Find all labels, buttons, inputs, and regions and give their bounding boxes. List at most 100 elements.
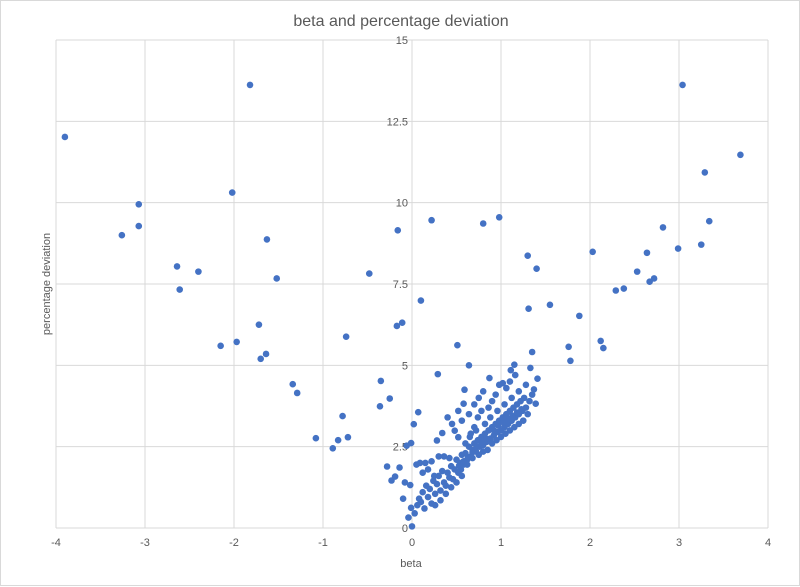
- data-point: [246, 81, 254, 89]
- data-point: [464, 453, 472, 461]
- data-point: [454, 407, 462, 415]
- y-tick-label: 12.5: [387, 116, 408, 128]
- y-axis-label: percentage deviation: [41, 233, 53, 335]
- data-point: [508, 394, 515, 402]
- data-point: [600, 344, 607, 352]
- data-point: [410, 420, 418, 428]
- data-point: [528, 391, 536, 398]
- data-point: [527, 364, 534, 372]
- data-point: [433, 437, 441, 444]
- data-point: [411, 510, 418, 517]
- data-point: [398, 319, 406, 327]
- data-point: [428, 458, 435, 465]
- y-tick-label: 5: [402, 360, 408, 372]
- data-point: [737, 151, 744, 159]
- data-point: [453, 479, 460, 486]
- data-point: [255, 321, 263, 328]
- data-point: [421, 505, 428, 512]
- data-point: [701, 169, 709, 176]
- data-point: [334, 436, 342, 444]
- data-point: [612, 287, 620, 294]
- gridlines: [55, 39, 769, 529]
- data-point: [589, 248, 596, 256]
- data-point: [481, 420, 489, 428]
- x-tick-label: 0: [409, 537, 415, 549]
- data-point: [495, 422, 502, 429]
- data-point: [388, 477, 395, 484]
- data-point: [446, 454, 453, 462]
- data-point: [462, 440, 469, 447]
- data-point: [454, 433, 462, 441]
- data-point: [479, 220, 487, 227]
- data-point: [499, 379, 507, 387]
- data-point: [293, 389, 301, 397]
- data-point: [431, 490, 439, 498]
- data-point: [262, 350, 270, 358]
- data-point: [365, 270, 373, 277]
- data-point: [435, 453, 443, 460]
- data-point: [403, 442, 410, 449]
- data-point: [442, 482, 450, 490]
- data-point: [674, 245, 682, 252]
- data-point: [465, 362, 473, 369]
- data-point: [520, 394, 528, 402]
- data-point: [408, 523, 416, 530]
- data-point: [406, 481, 414, 489]
- data-point: [426, 485, 434, 493]
- data-point: [383, 463, 391, 470]
- data-point: [407, 504, 415, 512]
- data-point: [633, 268, 641, 275]
- data-point: [659, 224, 667, 231]
- data-point: [458, 417, 466, 424]
- y-tick-label: 15: [396, 35, 408, 47]
- data-point: [447, 484, 455, 491]
- data-point: [433, 480, 441, 488]
- data-point: [492, 391, 499, 398]
- data-point: [417, 498, 425, 506]
- data-point: [257, 355, 265, 363]
- data-point: [576, 312, 583, 320]
- data-point: [565, 343, 572, 351]
- data-point: [405, 514, 412, 521]
- y-tick-label: 10: [396, 198, 408, 210]
- data-point: [233, 338, 240, 346]
- data-point: [518, 405, 525, 413]
- data-point: [61, 133, 69, 141]
- x-tick-label: -3: [140, 537, 150, 549]
- x-axis-label: beta: [400, 558, 422, 570]
- data-point: [448, 420, 456, 428]
- data-point: [546, 301, 554, 309]
- data-point: [424, 466, 432, 473]
- data-point: [344, 433, 352, 441]
- data-point: [460, 458, 467, 465]
- data-point: [490, 427, 498, 434]
- data-point: [419, 488, 426, 496]
- data-point: [118, 231, 126, 239]
- data-point: [413, 461, 420, 468]
- data-point: [466, 433, 474, 441]
- data-point: [472, 427, 480, 434]
- data-point: [469, 448, 476, 456]
- data-point: [454, 341, 461, 349]
- chart-title: beta and percentage deviation: [293, 13, 508, 30]
- data-point: [524, 410, 531, 418]
- data-point: [401, 479, 409, 486]
- data-point: [195, 268, 202, 275]
- data-point: [414, 408, 422, 416]
- data-point: [475, 394, 483, 402]
- data-point: [176, 286, 184, 293]
- data-point: [511, 361, 518, 368]
- data-point: [438, 429, 446, 437]
- data-point: [533, 265, 540, 273]
- data-point: [342, 333, 350, 341]
- data-point: [289, 380, 297, 388]
- data-points: [61, 81, 744, 530]
- data-point: [440, 453, 448, 460]
- data-point: [434, 370, 442, 378]
- data-point: [597, 337, 604, 345]
- data-point: [506, 378, 514, 385]
- data-point: [431, 501, 439, 509]
- data-point: [650, 275, 658, 282]
- data-point: [377, 377, 385, 385]
